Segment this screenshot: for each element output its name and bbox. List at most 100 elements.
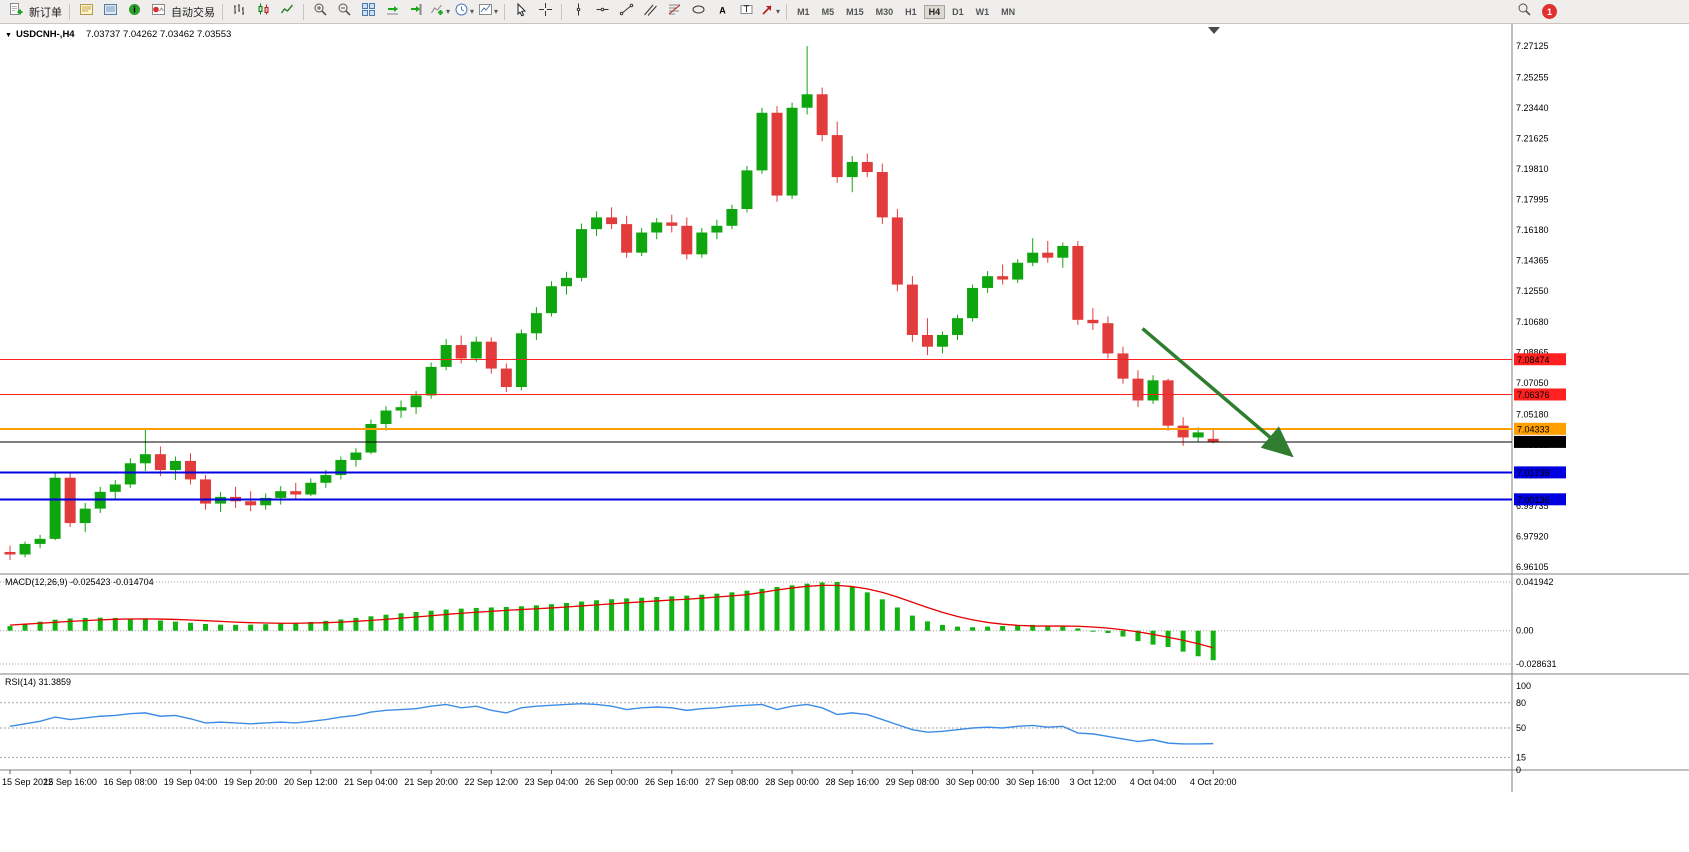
timeframe-m30[interactable]: M30 xyxy=(875,6,894,17)
auto-trading-label[interactable]: 自动交易 xyxy=(171,6,215,19)
search-button[interactable] xyxy=(1512,2,1536,22)
candle xyxy=(891,217,903,285)
time-axis-label: 16 Sep 08:00 xyxy=(104,777,158,787)
fibonacci-icon xyxy=(667,2,682,22)
arrows-tool-button[interactable]: ▾ xyxy=(758,2,782,22)
indicators-icon xyxy=(430,2,445,22)
time-axis-label: 26 Sep 16:00 xyxy=(645,777,699,787)
candle xyxy=(79,508,91,524)
trendline-tool-button[interactable] xyxy=(614,2,638,22)
cursor-button[interactable] xyxy=(509,2,533,22)
candle xyxy=(606,217,618,225)
timeframe-d1[interactable]: D1 xyxy=(952,6,964,17)
rsi-axis-label: 50 xyxy=(1516,723,1526,733)
templates-button[interactable]: ▾ xyxy=(476,2,500,22)
price-axis-label: 6.96105 xyxy=(1516,562,1549,572)
candle xyxy=(876,172,888,218)
timeframe-m15[interactable]: M15 xyxy=(846,6,864,17)
candle xyxy=(1042,252,1054,258)
time-axis-label: 30 Sep 16:00 xyxy=(1006,777,1060,787)
candle xyxy=(154,454,166,471)
price-axis-label: 7.16180 xyxy=(1516,225,1549,235)
new-order-button[interactable] xyxy=(4,2,28,22)
chart-shift-button[interactable] xyxy=(404,2,428,22)
candle xyxy=(1192,432,1204,438)
crosshair-button[interactable] xyxy=(533,2,557,22)
auto-scroll-button[interactable] xyxy=(380,2,404,22)
timeframe-m5[interactable]: M5 xyxy=(821,6,835,17)
bar-chart-icon xyxy=(232,2,247,22)
separator xyxy=(222,3,223,20)
notification-badge[interactable]: 1 xyxy=(1542,4,1557,19)
time-axis-label: 15 Sep 16:00 xyxy=(43,777,97,787)
text-tool-button[interactable]: A xyxy=(710,2,734,22)
svg-text:T: T xyxy=(743,4,749,14)
vertical-line-icon xyxy=(571,2,586,22)
price-axis-label: 7.05180 xyxy=(1516,410,1549,420)
rsi-axis-label: 0 xyxy=(1516,765,1521,775)
periods-button[interactable]: ▾ xyxy=(452,2,476,22)
shapes-tool-button[interactable] xyxy=(686,2,710,22)
candle xyxy=(921,334,933,347)
horizontal-line-tool-button[interactable] xyxy=(590,2,614,22)
timeframe-m1[interactable]: M1 xyxy=(797,6,810,17)
indicators-button[interactable]: ▾ xyxy=(428,2,452,22)
zoom-out-button[interactable] xyxy=(332,2,356,22)
candle xyxy=(545,286,557,314)
fibonacci-tool-button[interactable] xyxy=(662,2,686,22)
navigator-button[interactable]: i xyxy=(122,2,146,22)
text-a-icon: A xyxy=(715,2,730,22)
timeframe-h1[interactable]: H1 xyxy=(905,6,917,17)
svg-text:i: i xyxy=(133,4,136,14)
time-axis-label: 28 Sep 16:00 xyxy=(825,777,879,787)
time-axis-label: 22 Sep 12:00 xyxy=(464,777,518,787)
candlestick-button[interactable] xyxy=(251,2,275,22)
tile-windows-button[interactable] xyxy=(356,2,380,22)
candle xyxy=(1162,380,1174,426)
candle xyxy=(425,366,437,396)
rsi-axis-label: 100 xyxy=(1516,681,1531,691)
trend-arrow[interactable] xyxy=(1141,327,1294,458)
channel-tool-button[interactable] xyxy=(638,2,662,22)
candle xyxy=(967,287,979,319)
candle xyxy=(756,112,768,171)
line-chart-button[interactable] xyxy=(275,2,299,22)
hlines-layer[interactable] xyxy=(0,358,1512,501)
price-axis-label: 7.08865 xyxy=(1516,348,1549,358)
time-axis-label: 4 Oct 20:00 xyxy=(1190,777,1237,787)
auto-trading-button[interactable] xyxy=(146,2,170,22)
candle xyxy=(124,463,136,485)
chevron-down-icon: ▾ xyxy=(470,7,475,16)
time-axis-label: 3 Oct 12:00 xyxy=(1070,777,1117,787)
timeframe-h4[interactable]: H4 xyxy=(923,4,946,19)
candle xyxy=(786,107,798,196)
arrow-symbol-icon xyxy=(760,2,775,22)
price-axis-label: 7.23440 xyxy=(1516,103,1549,113)
chart-menu-icon[interactable]: ▼ xyxy=(5,32,12,39)
candle xyxy=(49,477,61,539)
price-axis-label: 6.97920 xyxy=(1516,532,1549,542)
candles-layer xyxy=(4,46,1219,561)
data-window-button[interactable] xyxy=(98,2,122,22)
candle xyxy=(260,497,272,506)
chart-canvas[interactable]: 0.041942 0.00 -0.028631 100 80 50 15 0 7.27125… xyxy=(0,24,1689,792)
candle xyxy=(666,222,678,226)
price-axis[interactable]: 7.27125 7.25255 7.23440 7.21625 7.19810 7.179… xyxy=(1516,41,1549,572)
trend-arrow-line[interactable] xyxy=(1141,327,1294,458)
price-axis-label: 7.14365 xyxy=(1516,255,1549,265)
timeframe-w1[interactable]: W1 xyxy=(975,6,990,17)
candle xyxy=(515,333,527,388)
bar-chart-button[interactable] xyxy=(227,2,251,22)
market-watch-button[interactable] xyxy=(74,2,98,22)
vertical-line-tool-button[interactable] xyxy=(566,2,590,22)
candle xyxy=(906,284,918,335)
scroll-position-marker xyxy=(1208,27,1220,34)
price-badge: 7.01738 xyxy=(1517,468,1550,478)
zoom-in-button[interactable] xyxy=(308,2,332,22)
timeframe-mn[interactable]: MN xyxy=(1001,6,1016,17)
new-order-label[interactable]: 新订单 xyxy=(29,6,62,19)
text-label-tool-button[interactable]: T xyxy=(734,2,758,22)
candle xyxy=(861,161,873,173)
candle xyxy=(1012,262,1024,280)
